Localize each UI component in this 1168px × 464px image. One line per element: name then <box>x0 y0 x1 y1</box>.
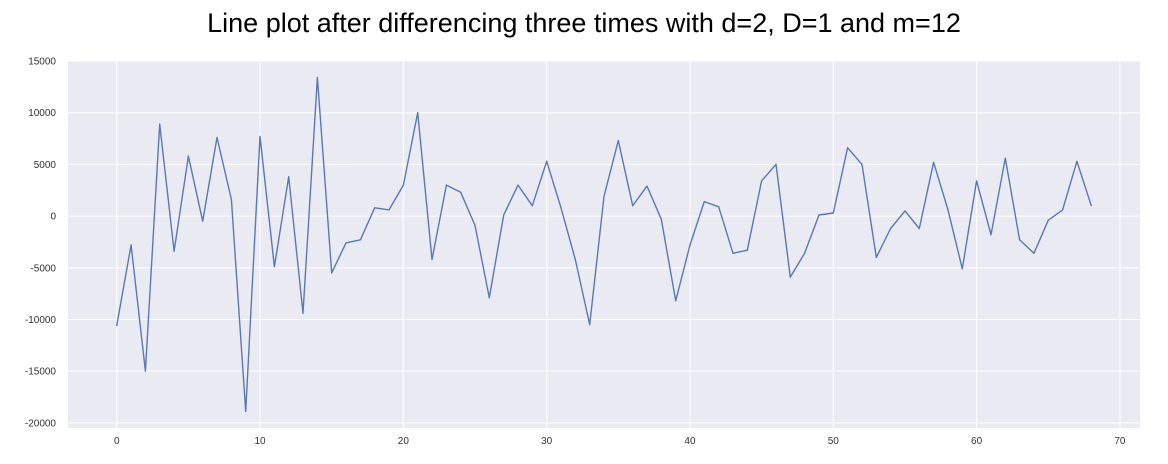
y-tick-label: -15000 <box>25 367 57 378</box>
data-point <box>445 184 447 186</box>
data-point <box>259 135 261 138</box>
data-point <box>273 266 275 268</box>
grid-lines <box>68 60 1140 428</box>
data-point <box>603 195 605 198</box>
data-point <box>660 218 662 220</box>
data-point <box>345 242 347 244</box>
data-point <box>331 272 333 274</box>
data-point <box>847 147 849 149</box>
data-point <box>1062 209 1064 211</box>
data-point <box>761 180 763 182</box>
data-point <box>1033 252 1035 254</box>
data-point <box>947 209 949 211</box>
data-point <box>431 258 433 261</box>
y-tick-label: 15000 <box>28 57 56 68</box>
data-point <box>789 276 791 278</box>
data-point <box>990 234 992 236</box>
data-point <box>374 207 376 209</box>
data-point <box>890 227 892 230</box>
data-point <box>589 324 591 326</box>
data-point <box>675 300 677 302</box>
data-point <box>173 250 175 252</box>
data-point <box>216 136 218 139</box>
data-point <box>245 410 247 413</box>
x-tick-label: 10 <box>254 436 266 447</box>
data-point <box>1004 157 1006 159</box>
data-point <box>1090 205 1092 207</box>
data-point <box>560 207 562 209</box>
data-point <box>116 325 118 327</box>
chart-title: Line plot after differencing three times… <box>207 8 961 38</box>
x-tick-label: 40 <box>684 436 696 447</box>
data-point <box>818 214 820 216</box>
data-point <box>933 161 935 163</box>
data-point <box>417 112 419 114</box>
data-point <box>617 140 619 142</box>
data-point <box>546 160 548 162</box>
data-point <box>402 184 404 186</box>
x-tick-label: 70 <box>1114 436 1126 447</box>
data-point <box>976 180 978 182</box>
data-point <box>302 312 304 314</box>
data-point <box>316 76 318 79</box>
data-point <box>832 212 834 214</box>
x-axis-ticks: 0 10 20 30 40 50 60 70 <box>114 436 1126 447</box>
data-point <box>517 184 519 186</box>
data-point <box>460 191 462 193</box>
x-tick-label: 20 <box>398 436 410 447</box>
data-point <box>961 268 963 270</box>
data-point <box>732 252 734 254</box>
data-point <box>144 370 146 372</box>
data-point <box>775 163 777 165</box>
x-tick-label: 50 <box>828 436 840 447</box>
data-point <box>904 210 906 212</box>
series-layer <box>116 76 1092 413</box>
data-point <box>488 297 490 299</box>
data-point <box>632 205 634 207</box>
y-tick-label: -10000 <box>25 315 57 326</box>
data-point <box>703 200 705 203</box>
data-point <box>531 205 533 207</box>
plot-area <box>68 61 1140 428</box>
y-tick-label: 10000 <box>28 108 56 119</box>
data-point <box>359 239 361 241</box>
x-tick-label: 30 <box>541 436 553 447</box>
data-point <box>187 155 189 157</box>
data-point <box>474 224 476 226</box>
y-tick-label: 0 <box>50 212 56 223</box>
data-point <box>918 227 920 230</box>
data-point <box>503 214 505 216</box>
data-point <box>574 258 576 261</box>
y-axis-ticks: -20000 -15000 -10000 -5000 0 5000 10000 15000 <box>25 57 57 430</box>
data-point <box>159 123 161 125</box>
x-tick-label: 60 <box>971 436 983 447</box>
data-point <box>746 249 748 251</box>
data-point <box>388 209 390 211</box>
data-point <box>230 198 232 201</box>
data-point <box>804 252 806 254</box>
data-point <box>1047 219 1049 221</box>
data-point <box>1019 239 1021 241</box>
data-point <box>202 220 204 222</box>
y-tick-label: -20000 <box>25 418 57 429</box>
data-point <box>718 206 720 208</box>
data-point <box>1076 160 1078 162</box>
y-tick-label: -5000 <box>30 263 56 274</box>
data-point <box>130 244 132 246</box>
data-point <box>861 163 863 165</box>
data-point <box>646 185 648 187</box>
data-point <box>689 244 691 246</box>
y-tick-label: 5000 <box>34 160 57 171</box>
data-point <box>875 256 877 259</box>
x-tick-label: 0 <box>114 436 120 447</box>
data-point <box>288 176 290 178</box>
